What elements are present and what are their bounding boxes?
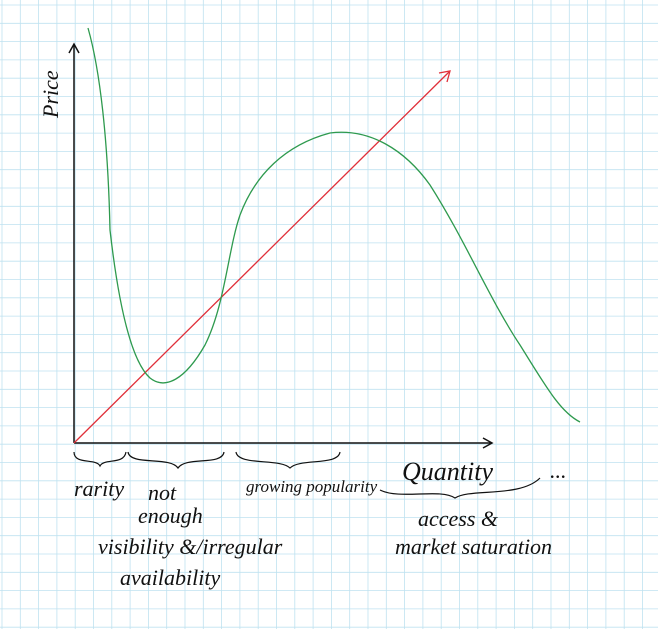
ellipsis: ... [550,458,567,483]
brace-rarity [73,451,127,468]
phase-label: visibility &/irregular [98,534,283,559]
saturation-label: access & [418,506,499,531]
brace-saturation [379,477,541,499]
brace-not-enough [127,451,225,470]
brace-growing [235,451,341,469]
supply-line [73,71,450,444]
phase-label: not [148,480,177,505]
phase-label: availability [120,565,220,590]
supply-arrow [438,70,451,83]
x-axis-label: Quantity [402,457,493,486]
x-arrow [482,437,494,449]
y-axis-label: Price [38,70,63,119]
phase-label: enough [138,503,203,528]
growing-label: growing popularity [246,477,378,496]
price-curve [87,27,581,423]
rarity-label: rarity [74,476,124,501]
y-arrow [68,42,80,54]
saturation-label: market saturation [395,534,552,559]
